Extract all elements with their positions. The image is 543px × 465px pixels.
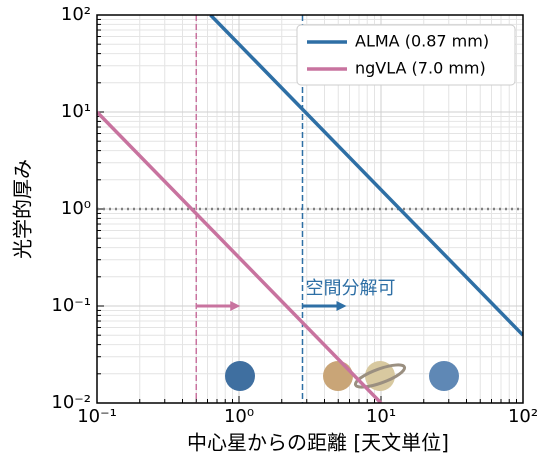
annotation: 空間分解可 (305, 278, 395, 299)
y-tick-label: 10² (61, 4, 91, 25)
legend-label: ALMA (0.87 mm) (355, 32, 489, 51)
planet-icon (225, 361, 255, 391)
y-tick-label: 10¹ (61, 101, 91, 122)
arrow-head (336, 301, 346, 311)
x-tick-label: 10⁰ (224, 406, 254, 427)
x-axis-label: 中心星からの距離 [天文単位] (187, 431, 449, 455)
y-tick-label: 10⁻¹ (51, 295, 91, 316)
page: {"chart_data": {"type": "line", "xlabel"… (0, 0, 543, 465)
x-tick-label: 10² (508, 406, 538, 427)
legend-label: ngVLA (7.0 mm) (355, 59, 486, 78)
planet-icon (323, 361, 353, 391)
y-tick-label: 10⁰ (61, 198, 91, 219)
planet-icon (429, 361, 459, 391)
x-tick-label: 10¹ (366, 406, 396, 427)
y-axis-label: 光学的厚み (11, 159, 35, 259)
chart: 中心星からの距離 [天文単位] 光学的厚み 10⁻¹ 10⁰ 10¹ 10² 10⁻² 1… (0, 0, 543, 461)
y-tick-label: 10⁻² (51, 392, 91, 413)
